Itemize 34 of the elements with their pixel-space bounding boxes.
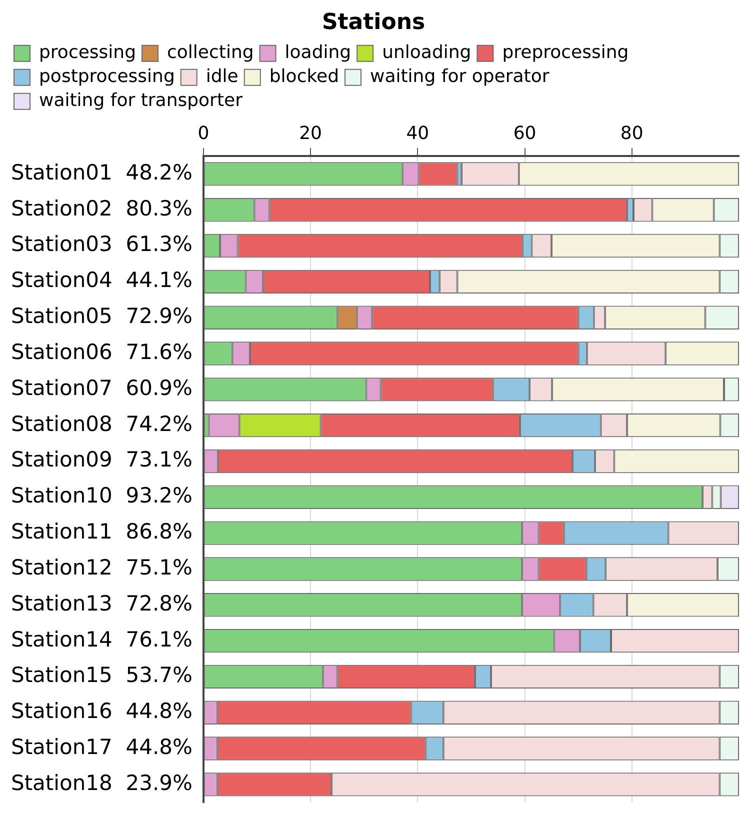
legend-label: loading	[284, 42, 352, 64]
legend-label: processing	[39, 42, 136, 64]
legend-label: waiting for transporter	[39, 90, 244, 112]
y-tick-label: Station09 73.1%	[10, 448, 192, 472]
y-tick-label: Station06 71.6%	[10, 340, 192, 364]
y-tick-label: Station04 44.1%	[10, 268, 192, 292]
y-tick-label: Station10 93.2%	[10, 484, 192, 508]
y-tick-label: Station07 60.9%	[10, 376, 192, 400]
y-tick-label: Station13 72.8%	[10, 591, 192, 616]
y-tick-label: Station08 74.2%	[10, 412, 192, 436]
y-tick-label: Station18 23.9%	[10, 770, 192, 795]
x-tick-label: 0	[198, 122, 210, 144]
legend-label: waiting for operator	[370, 66, 550, 88]
legend-label: idle	[206, 66, 238, 88]
x-tick-label: 40	[406, 122, 430, 144]
legend-label: collecting	[167, 42, 254, 64]
y-tick-label: Station14 76.1%	[10, 627, 192, 652]
legend-label: unloading	[382, 42, 472, 64]
legend-label: preprocessing	[502, 42, 629, 64]
chart-title: Stations	[322, 10, 426, 35]
x-tick-label: 20	[299, 122, 322, 144]
y-tick-label: Station17 44.8%	[10, 734, 192, 759]
legend-label: postprocessing	[39, 66, 175, 88]
x-tick-label: 60	[513, 122, 536, 144]
y-tick-label: Station05 72.9%	[10, 304, 192, 328]
legend-label: blocked	[269, 66, 340, 88]
y-tick-label: Station16 44.8%	[10, 699, 192, 724]
y-tick-label: Station02 80.3%	[10, 196, 192, 220]
x-tick-label: 80	[620, 122, 644, 144]
y-tick-label: Station03 61.3%	[10, 232, 192, 256]
y-tick-label: Station12 75.1%	[10, 555, 192, 580]
y-tick-label: Station11 86.8%	[10, 520, 192, 544]
y-tick-label: Station15 53.7%	[10, 663, 192, 688]
y-tick-label: Station01 48.2%	[10, 160, 192, 184]
